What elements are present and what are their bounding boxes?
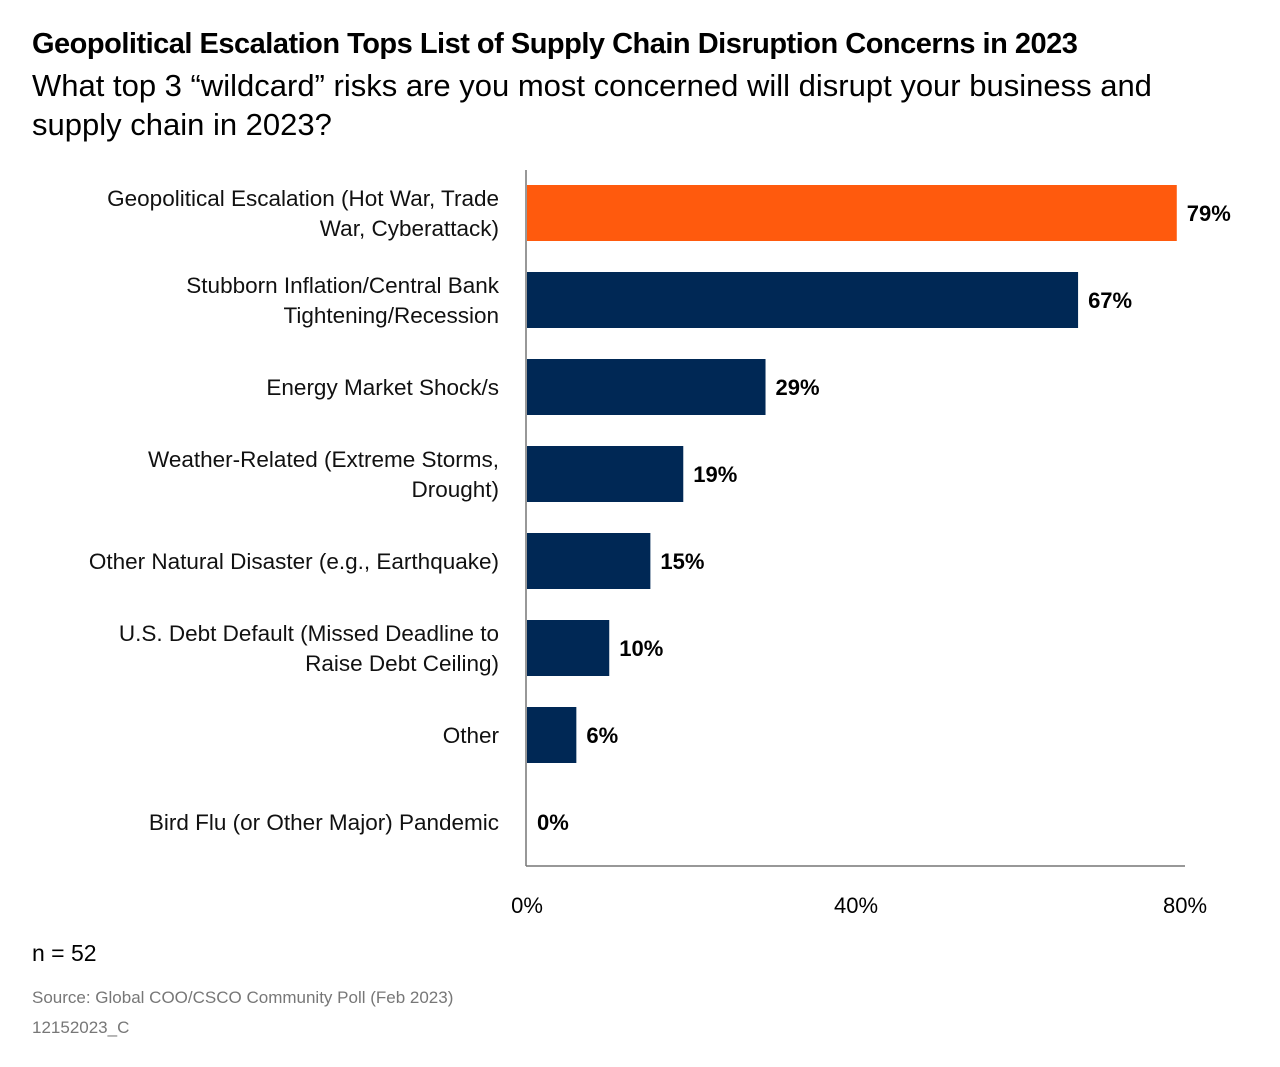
chart-title: Geopolitical Escalation Tops List of Sup…	[32, 28, 1078, 60]
bar	[527, 620, 610, 676]
data-label: 0%	[537, 810, 569, 835]
bar	[527, 446, 684, 502]
bar	[527, 533, 651, 589]
data-label: 19%	[693, 462, 737, 487]
source-note: Source: Global COO/CSCO Community Poll (…	[32, 988, 454, 1007]
x-tick-label: 40%	[834, 893, 878, 918]
x-tick-label: 0%	[511, 893, 543, 918]
chart-code: 12152023_C	[32, 1018, 130, 1037]
bar	[527, 359, 766, 415]
bar	[527, 185, 1177, 241]
data-label: 79%	[1187, 201, 1231, 226]
category-label: Other Natural Disaster (e.g., Earthquake…	[89, 549, 499, 574]
bar	[527, 707, 577, 763]
sample-size: n = 52	[32, 940, 97, 966]
category-label: Geopolitical Escalation (Hot War, Trade W…	[107, 186, 499, 241]
category-label: Other	[443, 723, 500, 748]
category-label: Stubborn Inflation/Central Bank Tightenin…	[186, 273, 499, 328]
data-label: 6%	[586, 723, 618, 748]
x-tick-label: 80%	[1163, 893, 1207, 918]
data-label: 15%	[660, 549, 704, 574]
category-label: Bird Flu (or Other Major) Pandemic	[149, 810, 499, 835]
bar	[527, 272, 1079, 328]
chart-subtitle: What top 3 “wildcard” risks are you most…	[32, 68, 1152, 142]
category-label: U.S. Debt Default (Missed Deadline to Rai…	[119, 621, 499, 676]
category-label: Energy Market Shock/s	[266, 375, 499, 400]
data-label: 10%	[619, 636, 663, 661]
category-label: Weather-Related (Extreme Storms, Drought)	[148, 447, 499, 502]
data-label: 29%	[776, 375, 820, 400]
data-label: 67%	[1088, 288, 1132, 313]
